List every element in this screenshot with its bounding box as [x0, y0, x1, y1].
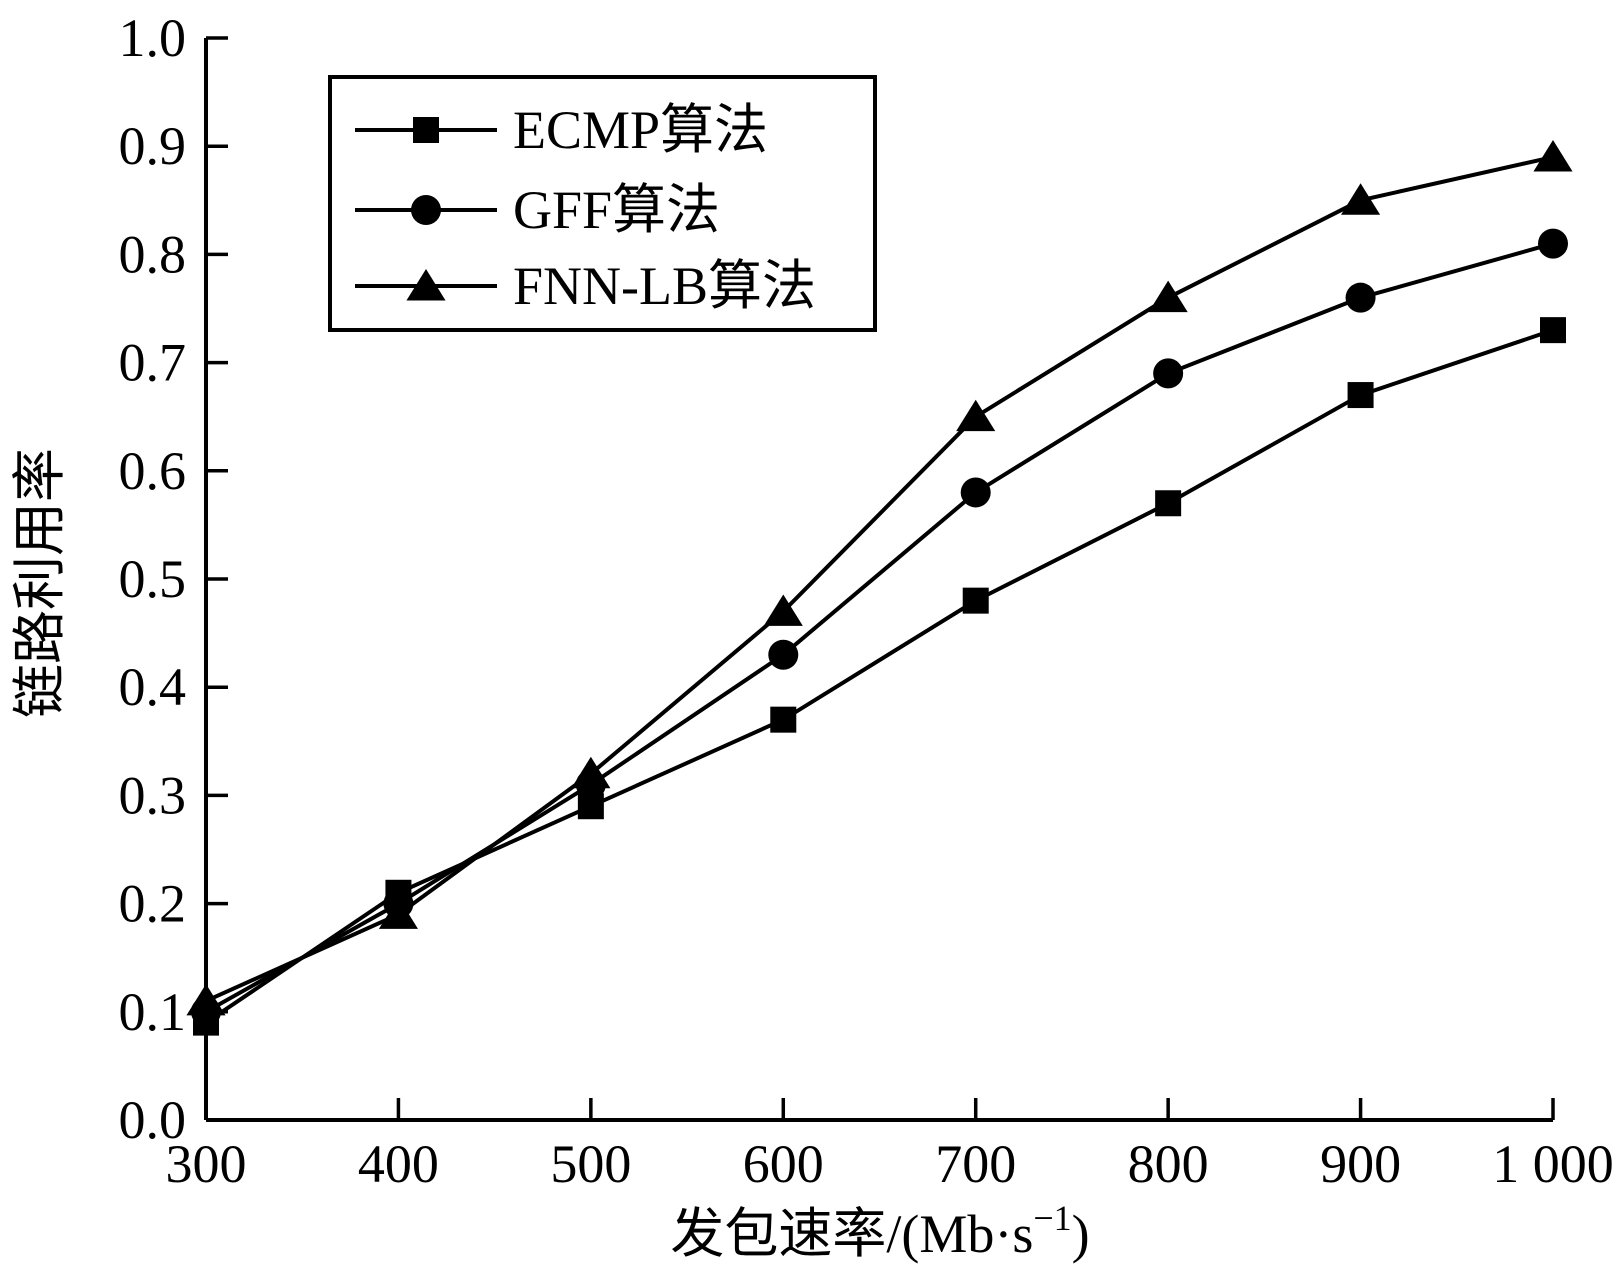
x-axis-title-superscript: −1	[1033, 1198, 1071, 1238]
y-tick-label: 0.3	[119, 765, 187, 825]
x-tick-label: 1 000	[1492, 1134, 1614, 1194]
legend-marker-square	[413, 117, 439, 143]
y-tick-label: 1.0	[119, 8, 187, 68]
data-point-square	[962, 587, 989, 614]
data-point-triangle	[1148, 280, 1188, 313]
x-axis-title-suffix: )	[1072, 1204, 1090, 1264]
y-tick-label: 0.6	[119, 441, 187, 501]
legend-item: FNN-LB算法	[355, 256, 816, 316]
x-tick-label: 400	[358, 1134, 439, 1194]
legend-marker-triangle	[406, 269, 446, 301]
data-point-triangle	[1533, 140, 1573, 172]
x-axis-title-main: 发包速率/(Mb·s	[670, 1204, 1033, 1264]
data-point-triangle	[763, 594, 803, 626]
y-tick-label: 0.2	[119, 874, 187, 934]
data-point-triangle	[186, 983, 226, 1016]
data-point-square	[1347, 382, 1374, 409]
series-line	[204, 328, 1554, 1025]
data-point-circle	[1538, 228, 1568, 259]
y-tick-label: 0.5	[119, 549, 187, 609]
tick-marks	[204, 36, 1555, 1122]
series-line	[205, 155, 1554, 1003]
y-tick-label: 0.4	[119, 657, 187, 717]
data-point-triangle	[571, 756, 611, 789]
data-point-circle	[768, 639, 799, 670]
x-tick-label: 700	[935, 1134, 1016, 1194]
data-point-triangle	[1341, 183, 1381, 215]
legend-label: GFF算法	[513, 180, 720, 240]
x-tick-label: 900	[1320, 1134, 1401, 1194]
tick-labels: 0.0 0.1 0.2 0.3 0.4 0.5 0.6 0.7 0.8 0.9 1.0 300 400 5…	[119, 8, 1614, 1194]
legend: ECMP算法 GFF算法 FNN-LB算法	[328, 75, 877, 332]
y-axis-title: 链路利用率	[10, 448, 70, 718]
legend-label: FNN-LB算法	[513, 256, 816, 316]
x-tick-label: 600	[743, 1134, 824, 1194]
legend-item: ECMP算法	[355, 100, 768, 160]
data-point-circle	[960, 477, 991, 508]
y-tick-label: 0.0	[119, 1090, 187, 1150]
data-point-circle	[1345, 282, 1376, 313]
data-point-square	[1540, 317, 1566, 344]
data-point-triangle	[956, 399, 996, 432]
data-point-circle	[1153, 358, 1184, 389]
data-point-square	[770, 706, 797, 733]
data-point-square	[1155, 490, 1182, 517]
data-series	[186, 140, 1573, 1036]
x-tick-label: 300	[166, 1134, 247, 1194]
x-tick-label: 800	[1128, 1134, 1209, 1194]
x-axis-title: 发包速率/(Mb·s−1)	[670, 1198, 1089, 1264]
y-tick-label: 0.9	[119, 116, 187, 176]
y-tick-label: 0.1	[119, 982, 187, 1042]
legend-label: ECMP算法	[513, 100, 768, 160]
legend-item: GFF算法	[355, 180, 720, 240]
y-tick-label: 0.8	[119, 224, 187, 284]
series-line	[205, 241, 1554, 1014]
data-point-triangle	[378, 897, 418, 929]
legend-marker-circle	[411, 195, 441, 225]
series-triangle	[186, 140, 1573, 1016]
y-tick-label: 0.7	[119, 333, 187, 393]
x-tick-label: 500	[550, 1134, 631, 1194]
